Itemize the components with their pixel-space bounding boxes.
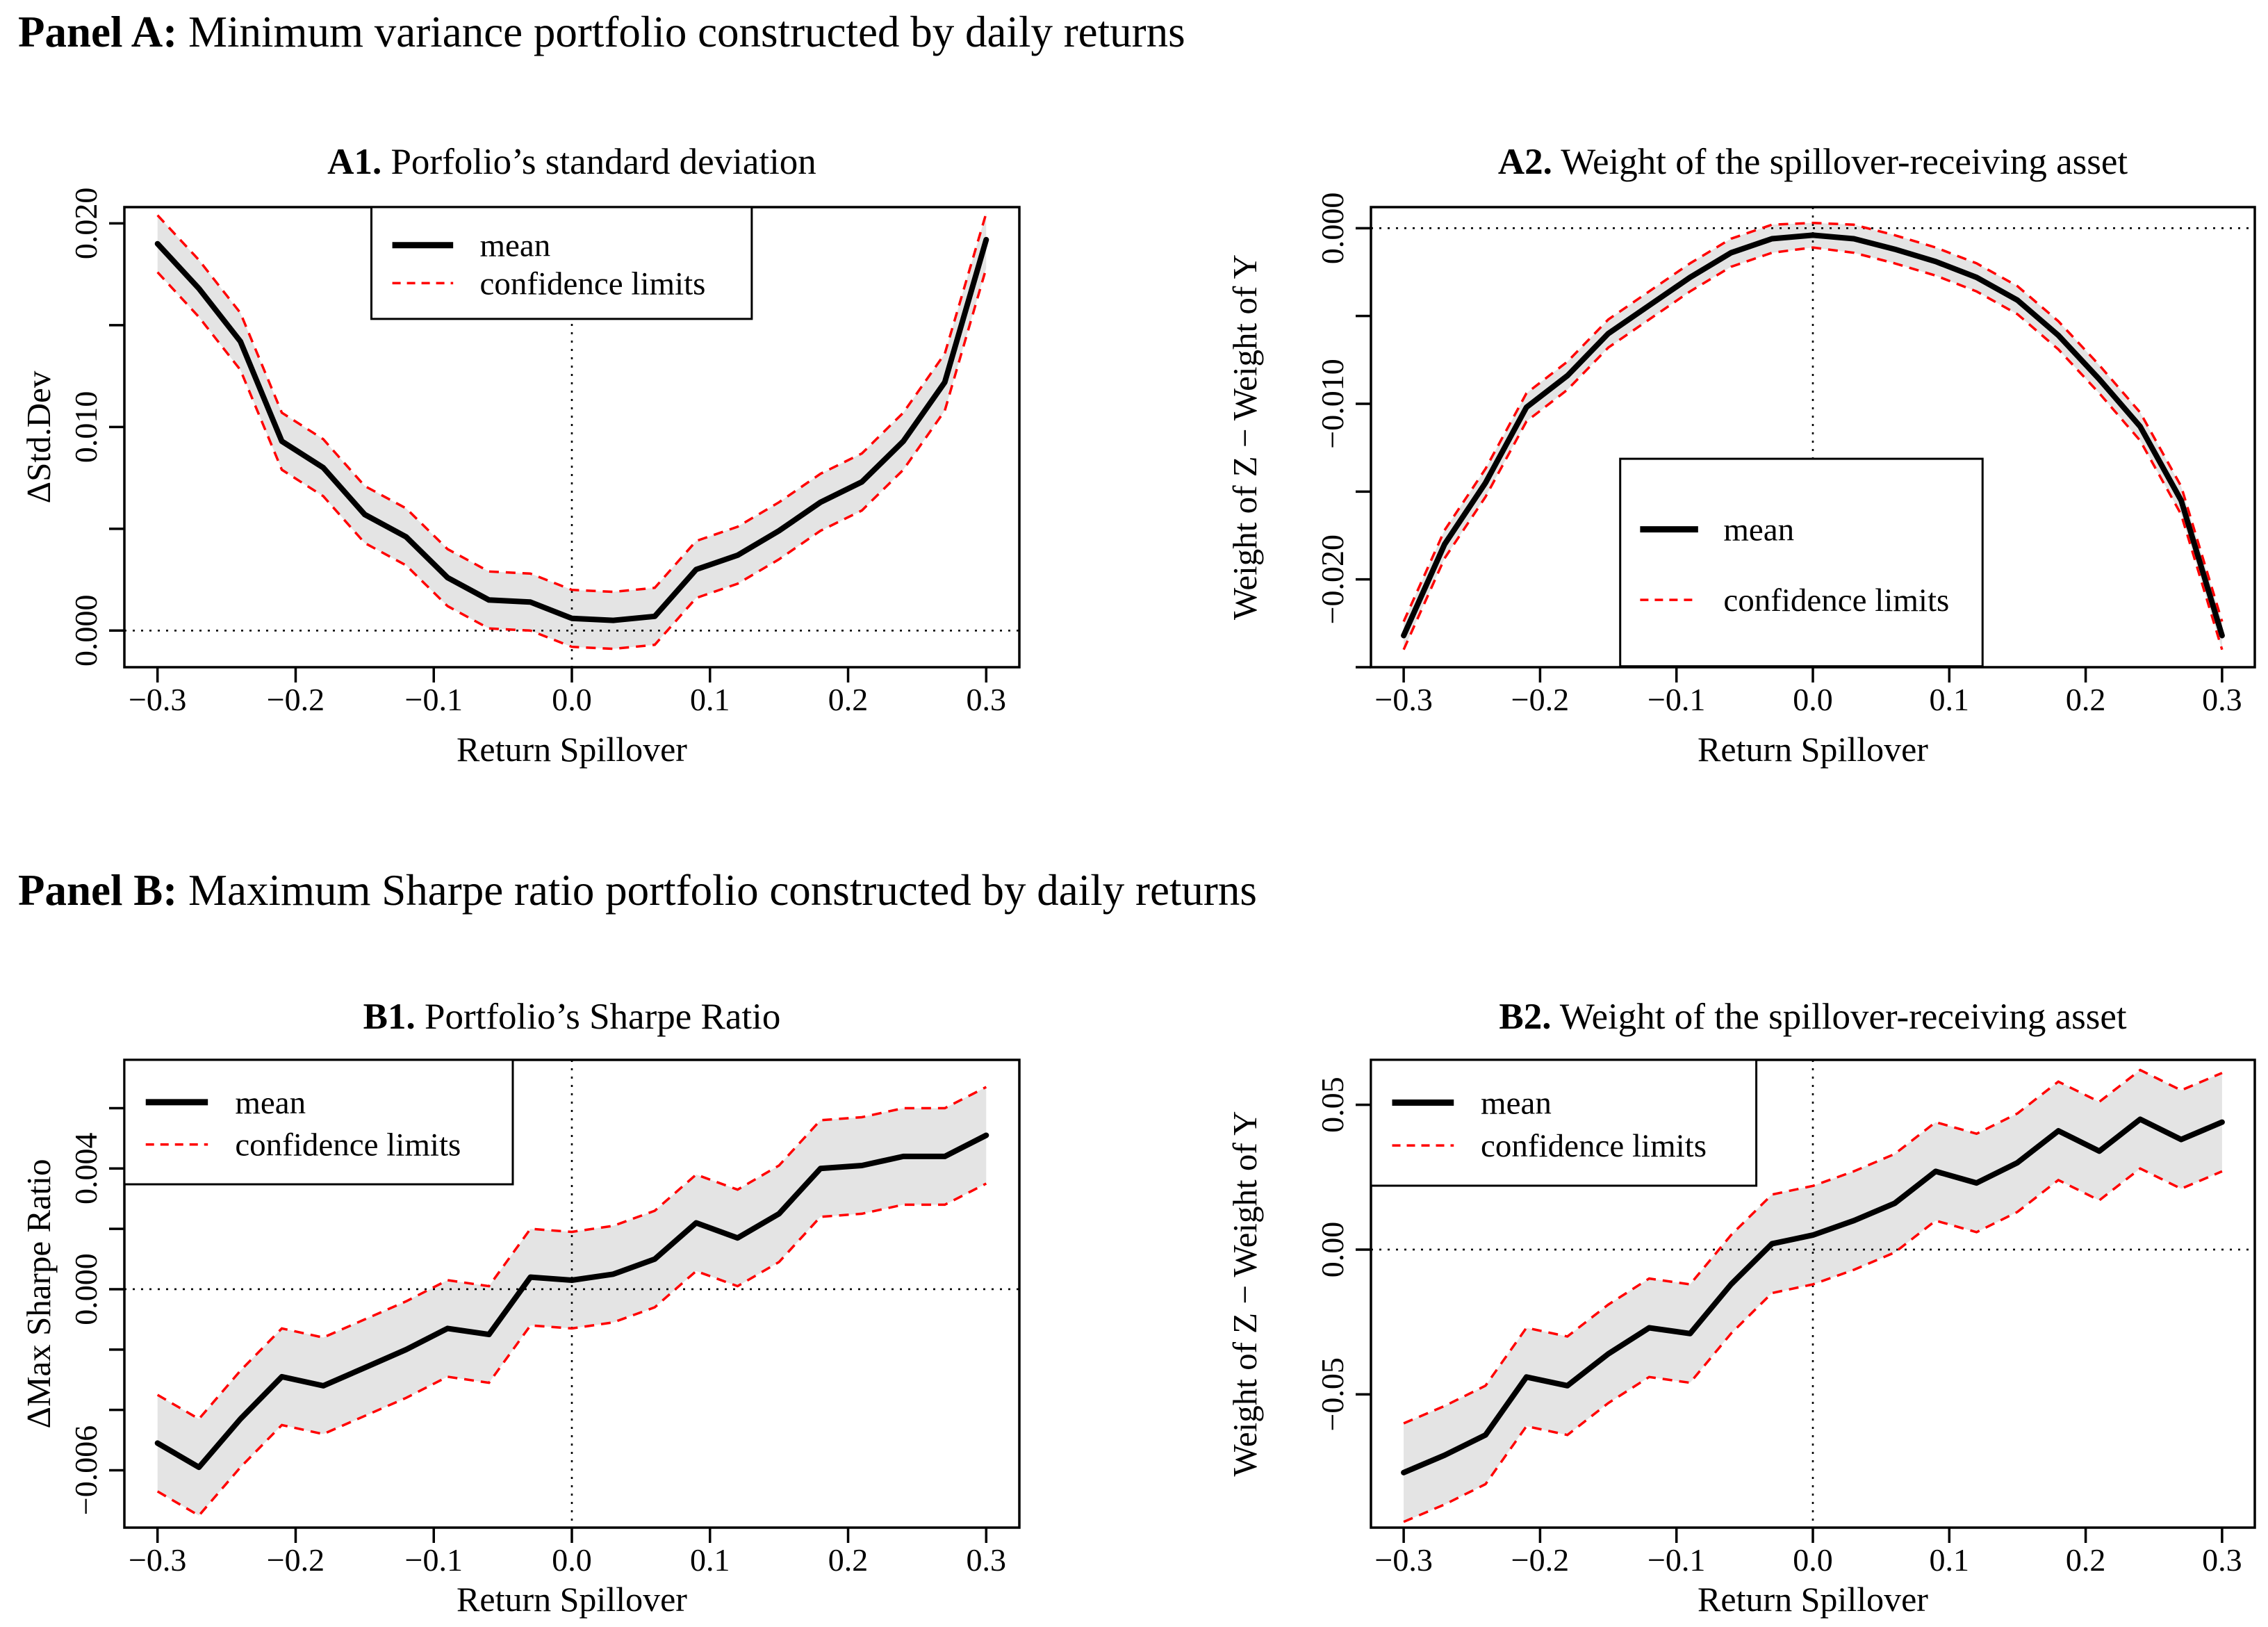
- a2-y-tick-label: 0.000: [1315, 193, 1350, 265]
- a2-legend-box: [1619, 457, 1984, 668]
- a1-upper-confidence-line: [156, 213, 987, 594]
- a2-mean-line: [1401, 232, 2225, 639]
- b2-legend-box: [1370, 1058, 1758, 1187]
- a1-y-tick-label: 0.020: [68, 188, 104, 260]
- a2-x-axis-label: Return Spillover: [1698, 730, 1928, 769]
- chart-b2: B2. Weight of the spillover-receiving as…: [1226, 997, 2256, 1619]
- a1-x-tick-label: 0.0: [552, 682, 592, 717]
- b1-legend-box: [123, 1058, 514, 1186]
- b1-x-axis-label: Return Spillover: [457, 1580, 687, 1619]
- b1-y-tick-label: 0.000: [68, 1253, 104, 1325]
- b1-x-tick-label: 0.3: [967, 1542, 1007, 1578]
- a2-legend-label: confidence limits: [1723, 582, 1949, 619]
- a1-legend-box: [370, 206, 753, 320]
- b2-x-tick-label: −0.2: [1511, 1542, 1569, 1578]
- b2-y-tick-label: 0.00: [1315, 1222, 1350, 1278]
- b1-x-tick-label: −0.2: [267, 1542, 324, 1578]
- panel-b-heading: Panel B: Maximum Sharpe ratio portfolio …: [18, 866, 1257, 915]
- a1-confidence-band: [157, 213, 987, 649]
- b1-confidence-band: [157, 1087, 987, 1516]
- a1-legend-label: mean: [479, 228, 550, 264]
- b2-y-tick-label: 0.05: [1315, 1077, 1350, 1133]
- a2-lower-confidence-line: [1402, 246, 2224, 651]
- b1-upper-confidence-line: [156, 1086, 987, 1421]
- b1-x-tick-label: 0.1: [690, 1542, 730, 1578]
- a1-y-axis-label: ΔStd.Dev: [19, 370, 58, 503]
- b1-lower-confidence-line: [156, 1182, 987, 1517]
- b1-y-tick-label: 0.004: [68, 1133, 104, 1205]
- chart-a1: A1. Porfolio’s standard deviation −0.3 −0.…: [19, 142, 1021, 769]
- b1-x-tick-label: −0.3: [129, 1542, 186, 1578]
- b2-x-tick-label: −0.1: [1647, 1542, 1705, 1578]
- chart-a2: A2. Weight of the spillover-receiving as…: [1226, 142, 2256, 769]
- a1-x-tick-label: 0.1: [690, 682, 730, 717]
- b1-legend-label: mean: [235, 1085, 306, 1121]
- b2-x-tick-label: 0.2: [2066, 1542, 2106, 1578]
- b1-title: B1. Portfolio’s Sharpe Ratio: [363, 997, 781, 1037]
- a1-x-tick-label: −0.1: [405, 682, 463, 717]
- b2-y-axis-label: Weight of Z − Weight of Y: [1226, 1111, 1264, 1477]
- b2-x-tick-label: 0.3: [2202, 1542, 2242, 1578]
- b2-legend-label: mean: [1481, 1086, 1552, 1122]
- panel-a-heading-bold: Panel A:: [18, 8, 178, 56]
- panel-a-heading: Panel A: Minimum variance portfolio cons…: [18, 8, 1185, 56]
- panel-b-heading-text: Maximum Sharpe ratio portfolio construct…: [177, 866, 1257, 915]
- b1-mean-line: [154, 1132, 989, 1471]
- a2-x-tick-label: 0.2: [2066, 682, 2106, 717]
- a1-mean-line: [154, 236, 989, 623]
- a2-upper-confidence-line: [1402, 221, 2224, 623]
- chart-b1: B1. Portfolio’s Sharpe Ratio −0.3 −0.2 −0.1…: [19, 997, 1021, 1619]
- a1-x-tick-label: 0.2: [828, 682, 869, 717]
- b2-legend-label: confidence limits: [1481, 1128, 1707, 1164]
- a2-y-axis-label: Weight of Z − Weight of Y: [1226, 254, 1264, 620]
- b2-y-tick-label: −0.05: [1315, 1357, 1350, 1431]
- b2-mean-line: [1401, 1116, 2225, 1475]
- a1-x-axis-label: Return Spillover: [457, 730, 687, 769]
- b2-confidence-band: [1404, 1070, 2222, 1522]
- panel-b-heading-bold: Panel B:: [18, 866, 178, 915]
- b1-y-tick-label: −0.006: [68, 1425, 104, 1515]
- b2-upper-confidence-line: [1403, 1068, 2223, 1425]
- a1-y-tick-label: 0.000: [68, 595, 104, 667]
- a2-x-tick-label: −0.1: [1647, 682, 1705, 717]
- b2-x-tick-label: 0.0: [1793, 1542, 1833, 1578]
- b1-x-tick-label: −0.1: [405, 1542, 463, 1578]
- b1-x-tick-label: 0.2: [828, 1542, 869, 1578]
- a2-x-tick-label: −0.2: [1511, 682, 1569, 717]
- b1-y-axis-label: ΔMax Sharpe Ratio: [19, 1159, 58, 1428]
- a2-y-tick-label: −0.010: [1315, 359, 1350, 448]
- b2-x-axis-label: Return Spillover: [1698, 1580, 1928, 1619]
- b1-legend-label: confidence limits: [235, 1127, 461, 1163]
- b2-x-tick-label: 0.1: [1930, 1542, 1970, 1578]
- a1-y-tick-label: 0.010: [68, 391, 104, 464]
- b2-title: B2. Weight of the spillover-receiving as…: [1499, 997, 2127, 1037]
- a2-x-tick-label: −0.3: [1374, 682, 1432, 717]
- a2-x-tick-label: 0.0: [1793, 682, 1833, 717]
- a1-title: A1. Porfolio’s standard deviation: [327, 142, 816, 182]
- a1-x-tick-label: −0.3: [129, 682, 186, 717]
- a2-confidence-band: [1404, 222, 2222, 650]
- a1-legend-label: confidence limits: [479, 265, 705, 302]
- b1-x-tick-label: 0.0: [552, 1542, 592, 1578]
- a1-lower-confidence-line: [156, 268, 987, 651]
- b2-x-tick-label: −0.3: [1374, 1542, 1432, 1578]
- a2-x-tick-label: 0.3: [2202, 682, 2242, 717]
- a2-x-tick-label: 0.1: [1930, 682, 1970, 717]
- a2-title: A2. Weight of the spillover-receiving as…: [1498, 142, 2128, 182]
- a1-x-tick-label: 0.3: [967, 682, 1007, 717]
- b2-lower-confidence-line: [1403, 1167, 2223, 1523]
- a2-y-tick-label: −0.020: [1315, 534, 1350, 624]
- a2-legend-label: mean: [1723, 512, 1794, 548]
- panel-a-heading-text: Minimum variance portfolio constructed b…: [177, 8, 1185, 56]
- a1-x-tick-label: −0.2: [267, 682, 324, 717]
